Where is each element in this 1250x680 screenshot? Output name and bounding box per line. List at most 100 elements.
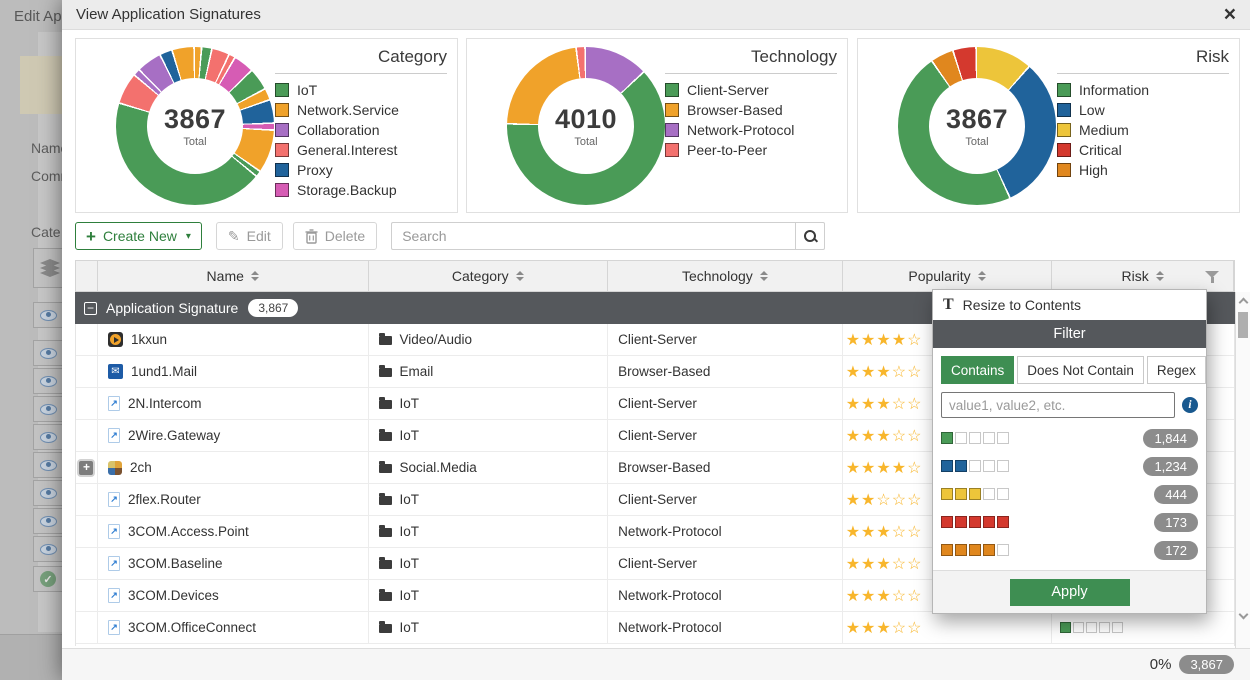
risk-square (997, 488, 1009, 500)
expand-icon[interactable]: + (79, 460, 94, 475)
legend-label: IoT (297, 82, 318, 98)
risk-square (983, 460, 995, 472)
visibility-eye-button (33, 340, 62, 366)
search-bar (391, 222, 826, 250)
search-button[interactable] (795, 222, 826, 250)
eye-icon (40, 543, 57, 555)
donut-total: 3867 (163, 104, 227, 134)
delete-button[interactable]: Delete (292, 222, 378, 250)
legend-item: Information (1057, 82, 1229, 98)
risk-square (969, 516, 981, 528)
column-label: Technology (681, 268, 753, 284)
filter-value-input[interactable] (941, 392, 1175, 418)
category-value: Video/Audio (399, 332, 473, 347)
sort-icon[interactable] (977, 271, 986, 281)
close-icon[interactable]: × (1223, 3, 1236, 26)
apply-button[interactable]: Apply (1009, 578, 1130, 606)
sort-icon[interactable] (1155, 271, 1164, 281)
background-layers-button (33, 248, 62, 288)
legend-swatch (275, 103, 289, 117)
filter-funnel-icon[interactable] (1205, 270, 1219, 284)
column-header-gutter (76, 261, 98, 291)
column-header-risk[interactable]: Risk (1052, 261, 1234, 291)
edit-label: Edit (246, 228, 271, 244)
filter-mode-regex[interactable]: Regex (1146, 356, 1206, 384)
legend-label: Storage.Backup (297, 182, 397, 198)
column-header-popularity[interactable]: Popularity (843, 261, 1053, 291)
popularity-stars: ★★★☆☆ (845, 587, 923, 605)
legend-item: Peer-to-Peer (665, 142, 837, 158)
risk-option-level-2[interactable]: 1,234 (941, 452, 1198, 480)
legend-item: General.Interest (275, 142, 447, 158)
legend-item: Network-Protocol (665, 122, 837, 138)
risk-count-badge: 1,844 (1143, 428, 1198, 448)
info-icon[interactable]: i (1182, 397, 1198, 413)
category-value: IoT (399, 428, 420, 443)
legend-swatch (275, 143, 289, 157)
search-input[interactable] (391, 222, 796, 250)
eye-icon (40, 375, 57, 387)
row-gutter (76, 356, 98, 387)
popularity-stars: ★★★★☆ (845, 459, 923, 477)
legend-title: Technology (665, 47, 837, 74)
row-gutter (76, 324, 98, 355)
risk-square (955, 516, 967, 528)
app-doc-icon (107, 428, 120, 443)
total-count-badge: 3,867 (1179, 655, 1234, 674)
column-header-technology[interactable]: Technology (608, 261, 843, 291)
cell-name: 2ch (98, 452, 369, 483)
technology-value: Client-Server (618, 332, 697, 347)
create-new-button[interactable]: + Create New ▾ (75, 222, 202, 250)
check-icon: ✓ (40, 571, 56, 587)
column-label: Name (206, 268, 244, 284)
legend-item: Collaboration (275, 122, 447, 138)
cell-category: IoT (369, 388, 609, 419)
sort-icon[interactable] (250, 271, 259, 281)
app-name: 3COM.OfficeConnect (127, 620, 257, 635)
donut-category: 3867 Total (116, 47, 274, 205)
app-sprite-icon (107, 460, 122, 475)
trash-icon (305, 228, 318, 244)
legend-item: High (1057, 162, 1229, 178)
technology-value: Browser-Based (618, 364, 711, 379)
eye-icon (40, 515, 57, 527)
risk-option-level-3[interactable]: 444 (941, 480, 1198, 508)
modal-title: View Application Signatures (76, 6, 261, 23)
risk-square (955, 544, 967, 556)
risk-square (983, 544, 995, 556)
risk-option-level-4[interactable]: 172 (941, 536, 1198, 564)
sort-icon[interactable] (759, 271, 768, 281)
risk-square (983, 432, 995, 444)
filter-mode-does-not-contain[interactable]: Does Not Contain (1017, 356, 1144, 384)
modal-titlebar: View Application Signatures × (62, 0, 1250, 30)
cell-technology: Client-Server (608, 420, 843, 451)
technology-value: Network-Protocol (618, 620, 722, 635)
scroll-down-icon[interactable] (1238, 609, 1249, 620)
risk-square (969, 488, 981, 500)
column-header-name[interactable]: Name (98, 261, 369, 291)
resize-to-contents-item[interactable]: T Resize to Contents (933, 290, 1206, 320)
risk-option-level-1[interactable]: 1,844 (941, 424, 1198, 452)
category-value: IoT (399, 396, 420, 411)
app-name: 1und1.Mail (130, 364, 198, 379)
scrollbar-thumb[interactable] (1238, 312, 1248, 338)
risk-option-level-5[interactable]: 173 (941, 508, 1198, 536)
vertical-scrollbar[interactable] (1235, 292, 1250, 648)
scroll-up-icon[interactable] (1238, 297, 1249, 308)
sort-icon[interactable] (515, 271, 524, 281)
app-doc-icon (107, 524, 120, 539)
table-row[interactable]: 3COM.OfficeConnect IoT Network-Protocol ★★★… (76, 612, 1234, 644)
folder-icon (378, 461, 392, 473)
risk-square (941, 516, 953, 528)
search-icon (803, 229, 818, 244)
chart-technology: 4010 Total Technology Client-Server Browser-… (466, 38, 848, 213)
filter-mode-contains[interactable]: Contains (941, 356, 1015, 384)
donut-total-label: Total (965, 136, 989, 148)
donut-center: 3867 Total (147, 78, 243, 174)
legend-swatch (1057, 123, 1071, 137)
edit-button[interactable]: ✎ Edit (215, 222, 283, 250)
folder-icon (378, 333, 392, 345)
collapse-icon[interactable] (84, 301, 97, 315)
column-header-category[interactable]: Category (369, 261, 609, 291)
